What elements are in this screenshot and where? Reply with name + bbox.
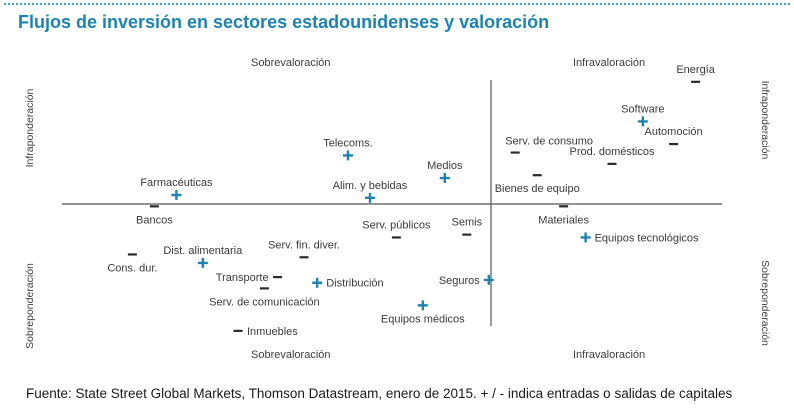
top-rule (4, 3, 790, 5)
point-label-alim-y-bebidas: Alim. y bebidas (333, 180, 408, 192)
point-label-transporte: Transporte (216, 272, 269, 284)
point-label-bancos: Bancos (136, 214, 173, 226)
point-label-bienes-de-equipo: Bienes de equipo (495, 183, 580, 195)
point-label-inmuebles: Inmuebles (247, 326, 298, 338)
point-label-serv-de-comunicacion: Serv. de comunicación (209, 296, 319, 308)
point-label-prod-domesticos: Prod. domésticos (570, 146, 655, 158)
point-label-semis: Semis (452, 217, 483, 229)
quadrant-label-bottom-right: Infravaloración (573, 349, 646, 361)
point-label-distribucion: Distribución (326, 278, 383, 290)
chart-title: Flujos de inversión en sectores estadoun… (18, 12, 550, 32)
point-label-software: Software (621, 103, 664, 115)
point-label-cons-dur: Cons. dur. (107, 262, 157, 274)
point-marker-telecoms (343, 150, 353, 161)
point-marker-equipos-tecnologicos (580, 232, 591, 243)
point-marker-seguros (483, 274, 494, 285)
quadrant-label-bottom-left: Sobrevaloración (251, 349, 331, 361)
point-label-seguros: Seguros (439, 275, 480, 287)
point-label-materiales: Materiales (538, 214, 589, 226)
point-label-equipos-tecnologicos: Equipos tecnológicos (595, 232, 699, 244)
source-footnote: Fuente: State Street Global Markets, Tho… (26, 386, 733, 401)
point-label-serv-fin-diver: Serv. fin. diver. (268, 239, 340, 251)
point-label-medios: Medios (427, 160, 463, 172)
point-label-telecoms: Telecoms. (323, 137, 373, 149)
point-label-energia: Energía (676, 64, 715, 76)
data-points: Energía Software Automoción Serv. de consum… (107, 64, 715, 338)
point-marker-alim-y-bebidas (365, 192, 375, 203)
quadrant-label-top-left: Sobrevaloración (251, 57, 331, 69)
point-marker-distribucion (312, 277, 323, 288)
point-marker-medios (439, 173, 450, 184)
point-marker-software (637, 116, 648, 127)
point-marker-equipos-medicos (417, 300, 428, 311)
point-label-equipos-medicos: Equipos médicos (381, 313, 465, 325)
point-label-farmaceuticas: Farmacéuticas (140, 177, 213, 189)
point-marker-farmaceuticas (171, 190, 182, 201)
point-label-dist-alimentaria: Dist. alimentaria (163, 245, 243, 257)
quadrant-label-top-right: Infravaloración (573, 57, 646, 69)
point-label-automocion: Automoción (645, 126, 703, 138)
point-marker-dist-alimentaria (197, 257, 208, 268)
point-label-serv-publicos: Serv. públicos (362, 219, 431, 231)
point-label-serv-de-consumo: Serv. de consumo (505, 136, 593, 148)
